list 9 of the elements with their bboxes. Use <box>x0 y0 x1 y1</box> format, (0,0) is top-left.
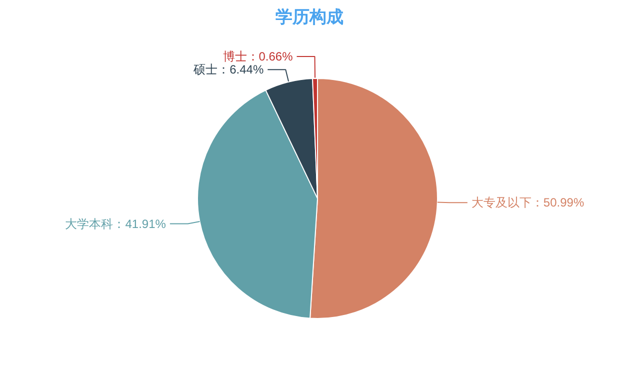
data-label: ：50.99% <box>531 196 584 210</box>
slice-label: 硕士 <box>192 62 218 77</box>
data-label: ：41.91% <box>113 216 166 231</box>
data-label: ：0.66% <box>246 50 294 64</box>
slice-label: 大学本科 <box>65 216 114 231</box>
slice-label: 大专及以下 <box>471 196 532 210</box>
slice-label: 博士 <box>222 50 247 64</box>
data-label: ：6.44% <box>218 62 264 77</box>
chart-title: 学历构成 <box>276 8 344 28</box>
